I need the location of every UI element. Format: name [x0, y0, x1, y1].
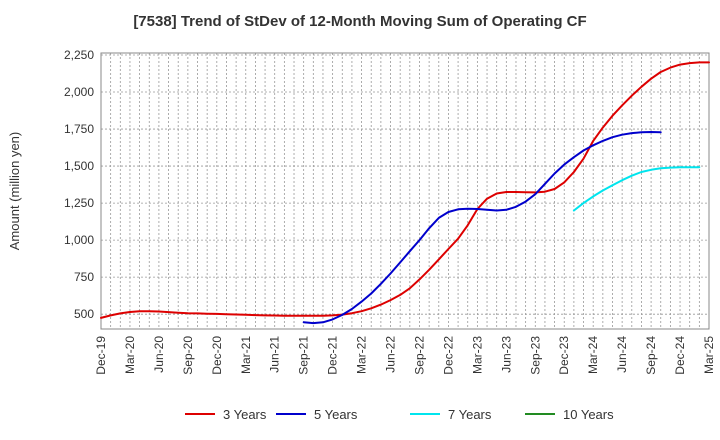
- y-tick-label: 1,000: [64, 233, 94, 247]
- y-tick-label: 2,000: [64, 85, 94, 99]
- y-tick-label: 1,250: [64, 196, 94, 210]
- y-tick-label: 500: [74, 307, 94, 321]
- x-tick-label: Sep-20: [181, 336, 195, 375]
- gridlines: [101, 53, 709, 329]
- legend-label: 5 Years: [314, 407, 358, 422]
- x-tick-label: Mar-22: [355, 336, 369, 374]
- x-tick-label: Jun-23: [499, 336, 513, 373]
- x-tick-label: Mar-23: [470, 336, 484, 374]
- x-tick-label: Sep-23: [528, 336, 542, 375]
- series-lines: [100, 61, 710, 325]
- series-line-5-years: [302, 131, 662, 325]
- series-line-3-years: [100, 61, 710, 319]
- x-tick-label: Sep-21: [297, 336, 311, 375]
- x-tick-label: Dec-21: [326, 336, 340, 375]
- x-tick-label: Dec-23: [557, 336, 571, 375]
- series-line-7-years: [572, 166, 701, 212]
- x-tick-label: Jun-20: [152, 336, 166, 373]
- x-tick-label: Jun-24: [615, 336, 629, 373]
- legend: 3 Years 5 Years 7 Years 10 Years: [185, 407, 614, 422]
- legend-label: 3 Years: [223, 407, 267, 422]
- x-tick-label: Dec-22: [441, 336, 455, 375]
- y-tick-label: 2,250: [64, 48, 94, 62]
- x-tick-label: Jun-21: [268, 336, 282, 373]
- x-tick-label: Mar-25: [702, 336, 716, 374]
- x-tick-label: Dec-19: [94, 336, 108, 375]
- x-tick-label: Mar-24: [586, 336, 600, 374]
- legend-label: 10 Years: [563, 407, 614, 422]
- y-tick-label: 1,750: [64, 122, 94, 136]
- x-tick-label: Mar-20: [123, 336, 137, 374]
- y-axis-label: Amount (million yen): [7, 132, 22, 251]
- x-tick-label: Mar-21: [239, 336, 253, 374]
- x-tick-label: Dec-24: [673, 336, 687, 375]
- y-tick-label: 1,500: [64, 159, 94, 173]
- plot-frame: [100, 52, 710, 330]
- x-tick-label: Dec-20: [210, 336, 224, 375]
- x-tick-label: Sep-24: [644, 336, 658, 375]
- x-tick-label: Jun-22: [384, 336, 398, 373]
- y-tick-label: 750: [74, 270, 94, 284]
- x-tick-label: Sep-22: [412, 336, 426, 375]
- x-tick-labels: Dec-19 Mar-20 Jun-20 Sep-20 Dec-20 Mar-21 Jun-…: [94, 336, 716, 375]
- y-tick-labels: 500 750 1,000 1,250 1,500 1,750 2,000 2,250: [64, 48, 94, 321]
- legend-label: 7 Years: [448, 407, 492, 422]
- chart-title: [7538] Trend of StDev of 12-Month Moving…: [133, 13, 586, 30]
